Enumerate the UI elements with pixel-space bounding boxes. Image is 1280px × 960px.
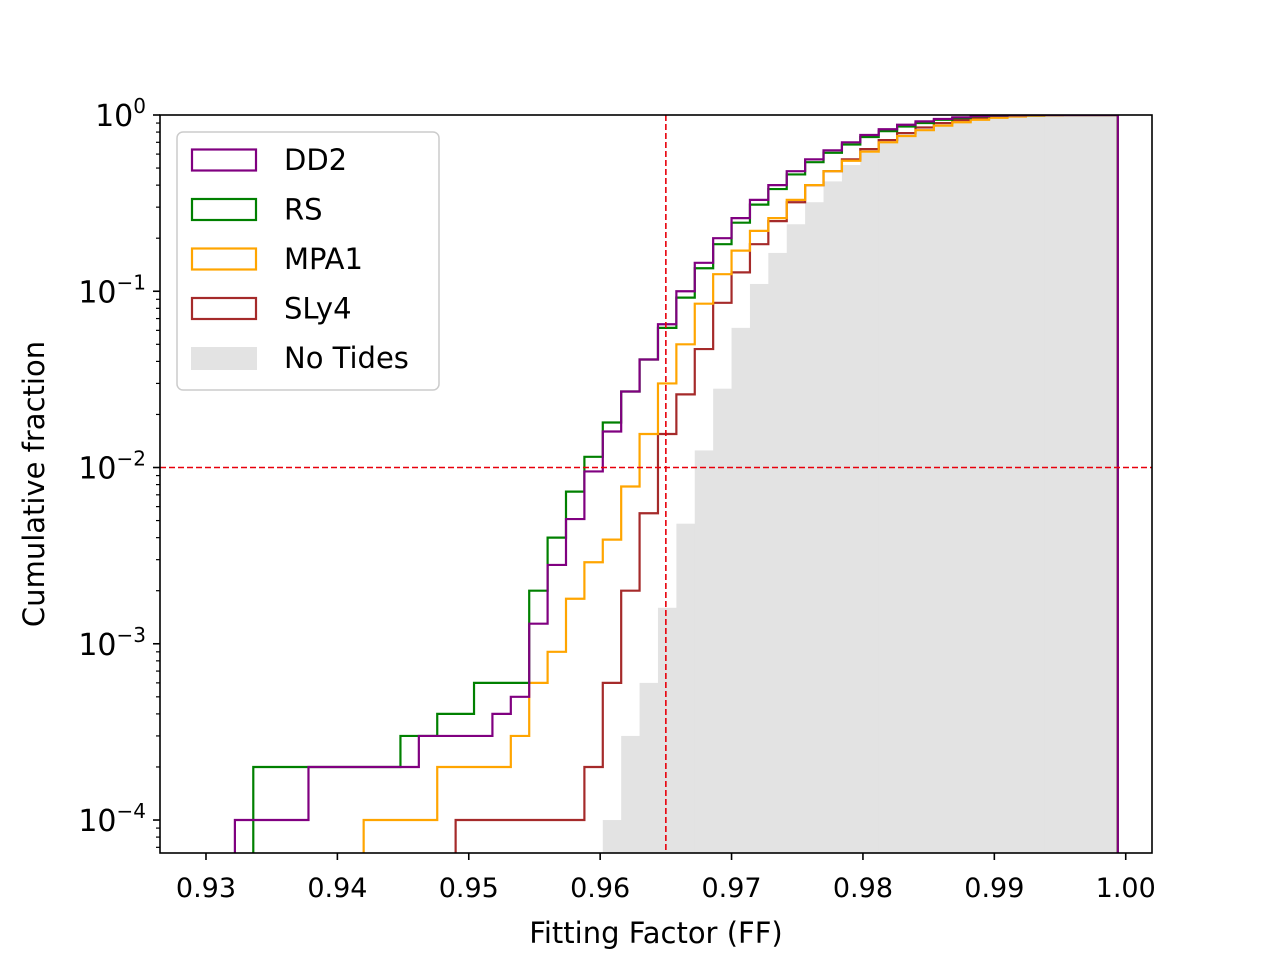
no-tides-bar	[878, 142, 898, 853]
no-tides-bar	[952, 119, 972, 853]
y-tick-label: 10−4	[78, 799, 146, 839]
x-tick-label: 0.97	[701, 873, 761, 904]
no-tides-bar	[805, 202, 825, 853]
mpa1-step-line	[362, 115, 1119, 853]
legend-swatch-mpa1	[190, 247, 258, 271]
legend-label-no-tides: No Tides	[284, 341, 409, 375]
series-lines-layer	[233, 115, 1119, 853]
x-tick-label: 0.94	[307, 873, 367, 904]
no-tides-bar	[823, 181, 843, 853]
x-tick-label: 0.99	[964, 873, 1024, 904]
x-tick-label: 0.96	[570, 873, 630, 904]
legend-box	[176, 131, 440, 391]
reference-lines-layer	[160, 115, 1152, 853]
x-tick-label: 0.98	[833, 873, 893, 904]
no-tides-bar	[602, 820, 622, 853]
legend-swatch-dd2	[190, 148, 258, 172]
no-tides-bar	[1044, 115, 1064, 853]
y-axis-label: Cumulative fraction	[17, 341, 51, 627]
no-tides-bar	[989, 116, 1009, 853]
no-tides-bar	[786, 224, 806, 853]
legend-label-sly4: SLy4	[284, 292, 352, 326]
x-tick-label: 1.00	[1096, 873, 1156, 904]
no-tides-bar	[621, 735, 641, 853]
x-tick-label: 0.95	[439, 873, 499, 904]
no-tides-bar	[915, 127, 935, 853]
y-axis-ticks: 10−4 10−3 10−2 10−1 100	[78, 94, 160, 848]
y-tick-label: 10−1	[78, 270, 146, 310]
no-tides-bar	[1062, 115, 1082, 853]
legend-label-mpa1: MPA1	[284, 242, 363, 276]
y-tick-label: 100	[95, 94, 146, 134]
no-tides-bar	[897, 134, 917, 853]
legend-swatch-rs	[190, 197, 258, 222]
no-tides-bar	[768, 252, 788, 853]
no-tides-bar	[933, 123, 953, 853]
legend-swatch-no-tides	[191, 347, 257, 370]
y-tick-label: 10−2	[78, 447, 146, 487]
legend-swatch-sly4	[190, 296, 258, 321]
legend-label-dd2: DD2	[284, 143, 347, 177]
y-tick-label: 10−3	[78, 623, 146, 663]
no-tides-bar	[970, 117, 990, 853]
no-tides-fill-layer	[602, 115, 1119, 853]
no-tides-bar	[749, 283, 769, 853]
no-tides-bar	[841, 165, 861, 853]
no-tides-bar	[657, 607, 677, 853]
dd2-step-line	[233, 115, 1119, 853]
no-tides-bar	[694, 450, 714, 853]
x-axis-ticks: 0.93 0.94 0.95 0.96 0.97 0.98 0.99 1.00	[176, 853, 1156, 904]
no-tides-bar	[676, 523, 696, 853]
legend: DD2 RS MPA1 SLy4 No Tides	[176, 131, 440, 391]
no-tides-bar	[1007, 115, 1027, 853]
legend-label-rs: RS	[284, 193, 323, 227]
no-tides-bar	[1081, 115, 1101, 853]
x-tick-label: 0.93	[176, 873, 236, 904]
no-tides-bar	[1099, 115, 1119, 853]
no-tides-bar	[1025, 115, 1045, 853]
no-tides-bar	[731, 327, 751, 853]
x-axis-label: Fitting Factor (FF)	[529, 916, 782, 950]
no-tides-bar	[639, 682, 659, 853]
no-tides-bar	[860, 152, 880, 853]
no-tides-bar	[713, 388, 733, 853]
